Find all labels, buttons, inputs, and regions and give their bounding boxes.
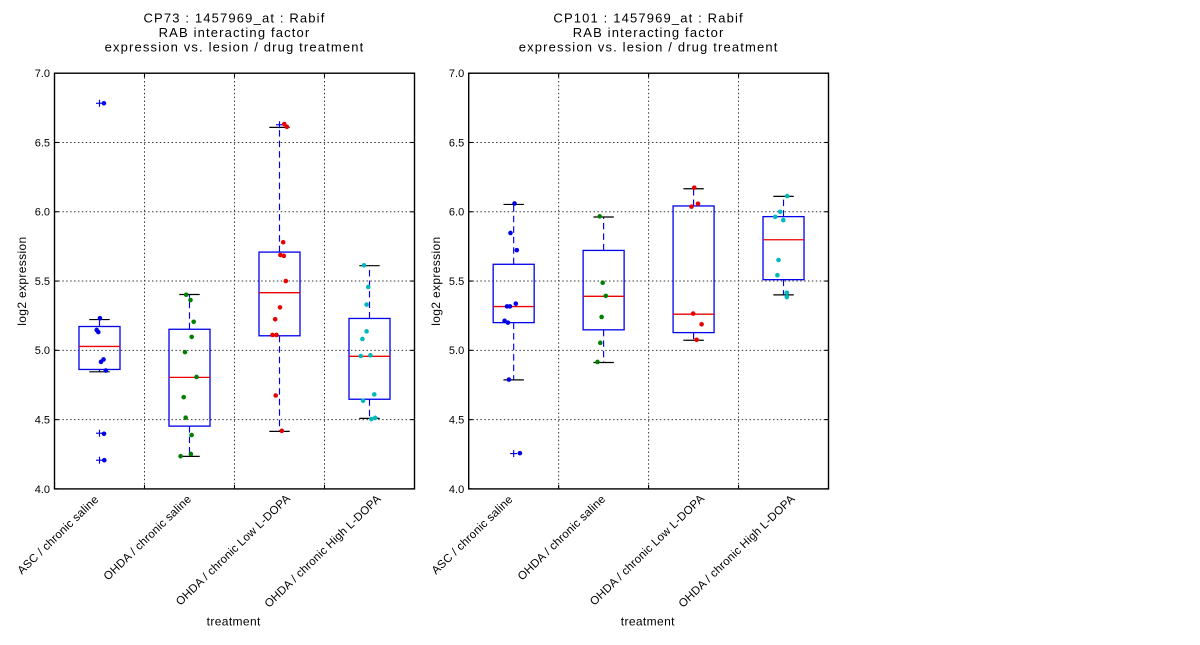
svg-text:5.0: 5.0 — [35, 345, 50, 357]
svg-text:treatment: treatment — [621, 615, 675, 629]
svg-text:expression vs. lesion / drug t: expression vs. lesion / drug treatment — [105, 39, 365, 54]
svg-text:treatment: treatment — [207, 615, 261, 629]
svg-text:5.0: 5.0 — [449, 345, 464, 357]
svg-text:4.0: 4.0 — [35, 484, 50, 496]
svg-text:6.5: 6.5 — [35, 137, 50, 149]
svg-text:5.5: 5.5 — [35, 276, 50, 288]
svg-text:CP101 : 1457969_at : Rabif: CP101 : 1457969_at : Rabif — [553, 10, 743, 25]
svg-text:6.0: 6.0 — [35, 207, 50, 219]
svg-text:7.0: 7.0 — [35, 68, 50, 80]
svg-text:6.0: 6.0 — [449, 207, 464, 219]
svg-text:log2 expression: log2 expression — [15, 236, 29, 325]
svg-text:4.5: 4.5 — [449, 415, 464, 427]
svg-text:6.5: 6.5 — [449, 137, 464, 149]
svg-text:log2 expression: log2 expression — [429, 236, 443, 325]
svg-text:RAB interacting factor: RAB interacting factor — [159, 25, 311, 40]
svg-text:CP73 : 1457969_at : Rabif: CP73 : 1457969_at : Rabif — [144, 10, 326, 25]
svg-text:RAB interacting factor: RAB interacting factor — [573, 25, 725, 40]
svg-text:5.5: 5.5 — [449, 276, 464, 288]
svg-text:7.0: 7.0 — [449, 68, 464, 80]
svg-text:4.0: 4.0 — [449, 484, 464, 496]
svg-text:expression vs. lesion / drug t: expression vs. lesion / drug treatment — [519, 39, 779, 54]
svg-text:4.5: 4.5 — [35, 415, 50, 427]
